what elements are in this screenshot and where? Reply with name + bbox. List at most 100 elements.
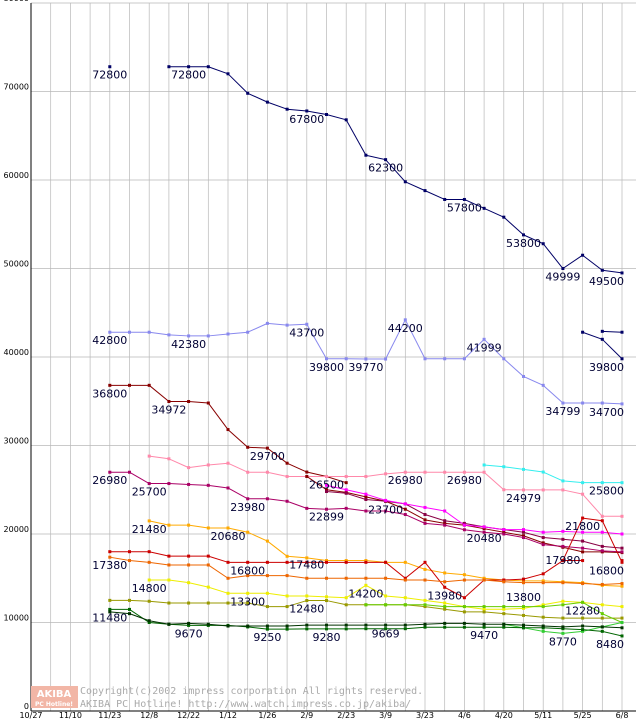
series-segment (562, 628, 583, 631)
data-label: 39770 (348, 361, 383, 374)
x-tick-label: 4/6 (458, 711, 471, 720)
series-segment (149, 331, 169, 336)
series-segment (523, 624, 544, 627)
series-segment (602, 604, 623, 608)
series-segment (562, 601, 583, 606)
series-segment (503, 613, 524, 616)
series-segment (503, 533, 524, 539)
series-16 (147, 578, 624, 611)
series-segment (503, 581, 524, 584)
series-segment (149, 600, 169, 604)
series-segment (464, 524, 485, 528)
series-1 (108, 65, 624, 275)
data-label: 23700 (368, 503, 403, 516)
copyright-line: Copyright(c)2002 impress corporation All… (80, 686, 423, 697)
series-segment (207, 402, 229, 430)
data-label: 21480 (132, 523, 167, 536)
x-tick-labels: 10/27 11/10 11/23 12/8 12/22 1/12 1/26 2/9 2/23 3… (19, 711, 628, 720)
series-segment (405, 503, 426, 508)
series-segment (306, 557, 327, 562)
x-tick-label: 2/9 (300, 711, 313, 720)
data-label: 9670 (175, 627, 203, 640)
data-point (620, 559, 624, 563)
series-2 (581, 330, 624, 361)
x-tick-label: 5/11 (534, 711, 552, 720)
series-segment (503, 626, 524, 629)
x-tick-label: 5/25 (574, 711, 592, 720)
x-tick-label: 11/10 (59, 711, 82, 720)
data-label: 11480 (92, 611, 127, 624)
data-point (620, 402, 624, 406)
series-segment (149, 620, 169, 625)
y-tick-label: 60000 (4, 171, 29, 180)
series-segment (424, 622, 445, 625)
data-label: 12480 (289, 603, 324, 616)
series-segment (484, 464, 504, 468)
series-segment (582, 540, 603, 547)
series-segment (503, 623, 524, 626)
data-point (620, 621, 624, 624)
y-tick-labels: 0 10000 20000 30000 40000 50000 60000 70000 8000… (4, 0, 29, 711)
series-segment (287, 108, 307, 112)
series-segment (326, 475, 347, 484)
data-point (620, 550, 624, 554)
data-label: 13300 (230, 595, 265, 608)
data-point (581, 559, 585, 563)
data-label: 72800 (171, 69, 206, 82)
series-segment (601, 338, 623, 360)
data-label: 34972 (151, 403, 186, 416)
data-label: 16800 (230, 564, 265, 577)
series-segment (188, 464, 209, 469)
data-label: 17480 (289, 558, 324, 571)
data-point (620, 271, 624, 275)
series-segment (346, 489, 367, 495)
series-segment (483, 338, 505, 360)
series-segment (582, 601, 603, 615)
data-label: 17980 (545, 554, 580, 567)
series-segment (562, 489, 583, 495)
data-label: 44200 (388, 322, 423, 335)
series-segment (188, 524, 209, 529)
x-tick-label: 2/23 (337, 711, 355, 720)
series-segment (326, 600, 347, 606)
data-point (108, 65, 112, 69)
series-segment (208, 555, 229, 563)
series-3 (600, 329, 624, 334)
series-segment (385, 319, 406, 360)
series-segment (484, 531, 504, 535)
series-segment (602, 545, 623, 549)
series-segment (247, 602, 268, 608)
series-segment (365, 584, 386, 597)
series-segment (484, 611, 504, 615)
series-segment (247, 446, 268, 449)
series-segment (365, 498, 386, 502)
data-label: 72800 (92, 69, 127, 82)
series-segment (385, 561, 406, 579)
series-segment (543, 600, 563, 606)
series-segment (346, 491, 367, 498)
series-segment (444, 586, 465, 599)
series-segment (602, 583, 623, 585)
series-segment (346, 507, 366, 512)
series-segment (149, 561, 169, 566)
series-segment (287, 323, 307, 326)
series-segment (405, 181, 426, 192)
series-segment (286, 600, 307, 608)
series-segment (602, 613, 623, 623)
series-segment (503, 531, 524, 537)
data-label: 39800 (309, 361, 344, 374)
series-segment (129, 560, 150, 563)
series-segment (582, 547, 603, 552)
series-segment (326, 507, 347, 510)
series-5 (108, 383, 348, 485)
series-segment (542, 243, 564, 269)
data-label: 13800 (506, 591, 541, 604)
data-label: 67800 (289, 113, 324, 126)
data-point (620, 626, 624, 630)
series-13 (108, 516, 624, 600)
series-4 (108, 318, 624, 406)
series-segment (188, 400, 209, 404)
series-segment (365, 473, 386, 477)
series-segment (582, 517, 603, 522)
series-segment (306, 471, 327, 477)
